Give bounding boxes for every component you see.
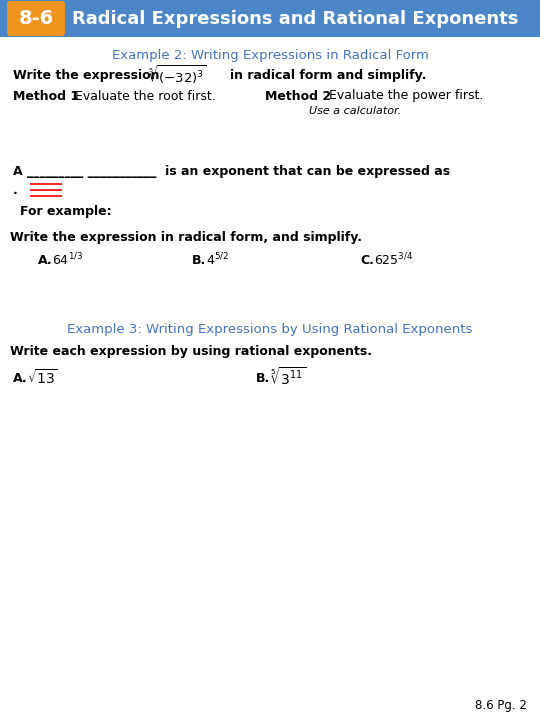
Text: $\mathsf{\sqrt[5]{3^{11}}}$: $\mathsf{\sqrt[5]{3^{11}}}$: [270, 367, 306, 389]
FancyBboxPatch shape: [7, 1, 65, 36]
Text: $\mathsf{625^{3/4}}$: $\mathsf{625^{3/4}}$: [374, 252, 414, 269]
Text: Write the expression in radical form, and simplify.: Write the expression in radical form, an…: [10, 232, 362, 245]
Text: Evaluate the root first.: Evaluate the root first.: [67, 89, 216, 102]
Text: $\mathsf{\sqrt{13}}$: $\mathsf{\sqrt{13}}$: [27, 369, 58, 387]
Text: Method 1: Method 1: [13, 89, 79, 102]
Text: A.: A.: [38, 253, 52, 266]
Text: $\mathsf{4^{5/2}}$: $\mathsf{4^{5/2}}$: [206, 252, 229, 269]
Text: $\mathsf{\sqrt[5]{(-32)^3}}$: $\mathsf{\sqrt[5]{(-32)^3}}$: [148, 64, 207, 86]
Text: Write each expression by using rational exponents.: Write each expression by using rational …: [10, 346, 372, 359]
Text: B.: B.: [256, 372, 270, 384]
Text: Method 2: Method 2: [265, 89, 331, 102]
Text: 8.6 Pg. 2: 8.6 Pg. 2: [475, 700, 527, 713]
Text: C.: C.: [360, 253, 374, 266]
Text: A.: A.: [13, 372, 28, 384]
Text: For example:: For example:: [20, 205, 112, 218]
Text: Example 2: Writing Expressions in Radical Form: Example 2: Writing Expressions in Radica…: [112, 50, 428, 63]
Text: Evaluate the power first.: Evaluate the power first.: [321, 89, 483, 102]
FancyBboxPatch shape: [0, 0, 540, 37]
Text: Radical Expressions and Rational Exponents: Radical Expressions and Rational Exponen…: [72, 9, 518, 27]
Text: Write the expression: Write the expression: [13, 70, 159, 83]
Text: 8-6: 8-6: [18, 9, 53, 28]
Text: Example 3: Writing Expressions by Using Rational Exponents: Example 3: Writing Expressions by Using …: [68, 323, 472, 336]
Text: .: .: [13, 184, 18, 197]
Text: $\mathsf{64^{1/3}}$: $\mathsf{64^{1/3}}$: [52, 252, 83, 269]
Text: Use a calculator.: Use a calculator.: [309, 106, 401, 116]
Text: B.: B.: [192, 253, 206, 266]
Text: A _________ ___________  is an exponent that can be expressed as: A _________ ___________ is an exponent t…: [13, 166, 450, 179]
Text: in radical form and simplify.: in radical form and simplify.: [230, 70, 427, 83]
